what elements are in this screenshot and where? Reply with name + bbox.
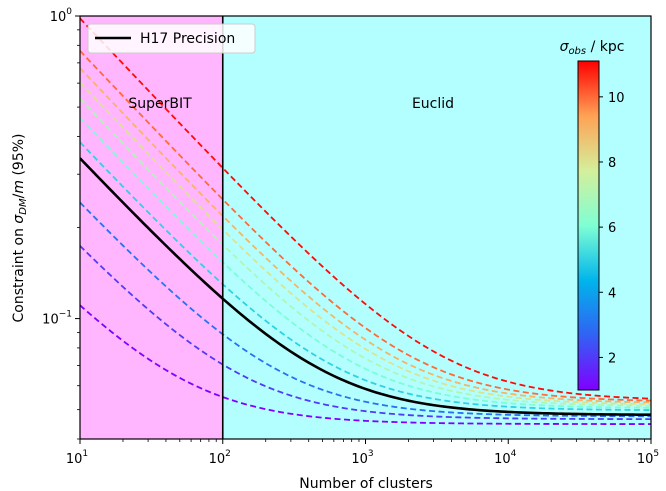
y-axis-ticks: 100 10−1	[42, 7, 80, 440]
colorbar-label: σobs / kpc	[560, 39, 625, 57]
x-axis-ticks: 101 102 103 104 105	[66, 439, 659, 467]
x-tick-label: 105	[637, 449, 659, 467]
x-tick-label: 101	[66, 449, 88, 467]
series-sigma-obs-7-line	[80, 97, 651, 407]
legend: H17 Precision	[87, 23, 256, 54]
colorbar-gradient	[577, 60, 600, 391]
series-sigma-obs-8-line	[80, 81, 651, 406]
legend-label-h17: H17 Precision	[140, 31, 235, 47]
region-superbit	[80, 16, 223, 439]
region-label-superbit: SuperBIT	[128, 96, 192, 112]
y-tick-label: 100	[50, 7, 73, 25]
series-sigma-obs-11-line	[80, 17, 651, 400]
colorbar: 2 4 6 8 10 σobs / kpc	[560, 39, 625, 391]
series-sigma-obs-5-line	[80, 141, 651, 411]
series-sigma-obs-6-line	[80, 117, 651, 409]
series-sigma-obs-2-line	[80, 245, 651, 421]
curves-group	[80, 17, 651, 425]
series-sigma-obs-1-line	[80, 304, 651, 425]
legend-box	[87, 23, 256, 54]
y-tick-label: 10−1	[42, 310, 72, 328]
colorbar-tick-label: 8	[608, 156, 616, 171]
x-axis-label: Number of clusters	[299, 476, 433, 491]
x-tick-label: 103	[351, 449, 373, 467]
y-axis-label: Constraint on σDM/m (95%)	[11, 134, 29, 323]
colorbar-ticks: 2 4 6 8 10	[599, 91, 625, 366]
series-sigma-obs-10-line	[80, 50, 651, 402]
colorbar-tick-label: 6	[608, 221, 616, 236]
plot-area	[79, 15, 652, 440]
x-tick-label: 102	[209, 449, 231, 467]
series-sigma-obs-3-line	[80, 201, 651, 418]
colorbar-tick-label: 4	[608, 286, 616, 301]
colorbar-tick-label: 2	[608, 351, 616, 366]
region-label-euclid: Euclid	[412, 96, 454, 112]
x-tick-label: 104	[494, 449, 517, 467]
colorbar-tick-label: 10	[608, 91, 625, 106]
series-h17-precision-line	[80, 157, 651, 417]
series-sigma-obs-9-line	[80, 67, 651, 404]
